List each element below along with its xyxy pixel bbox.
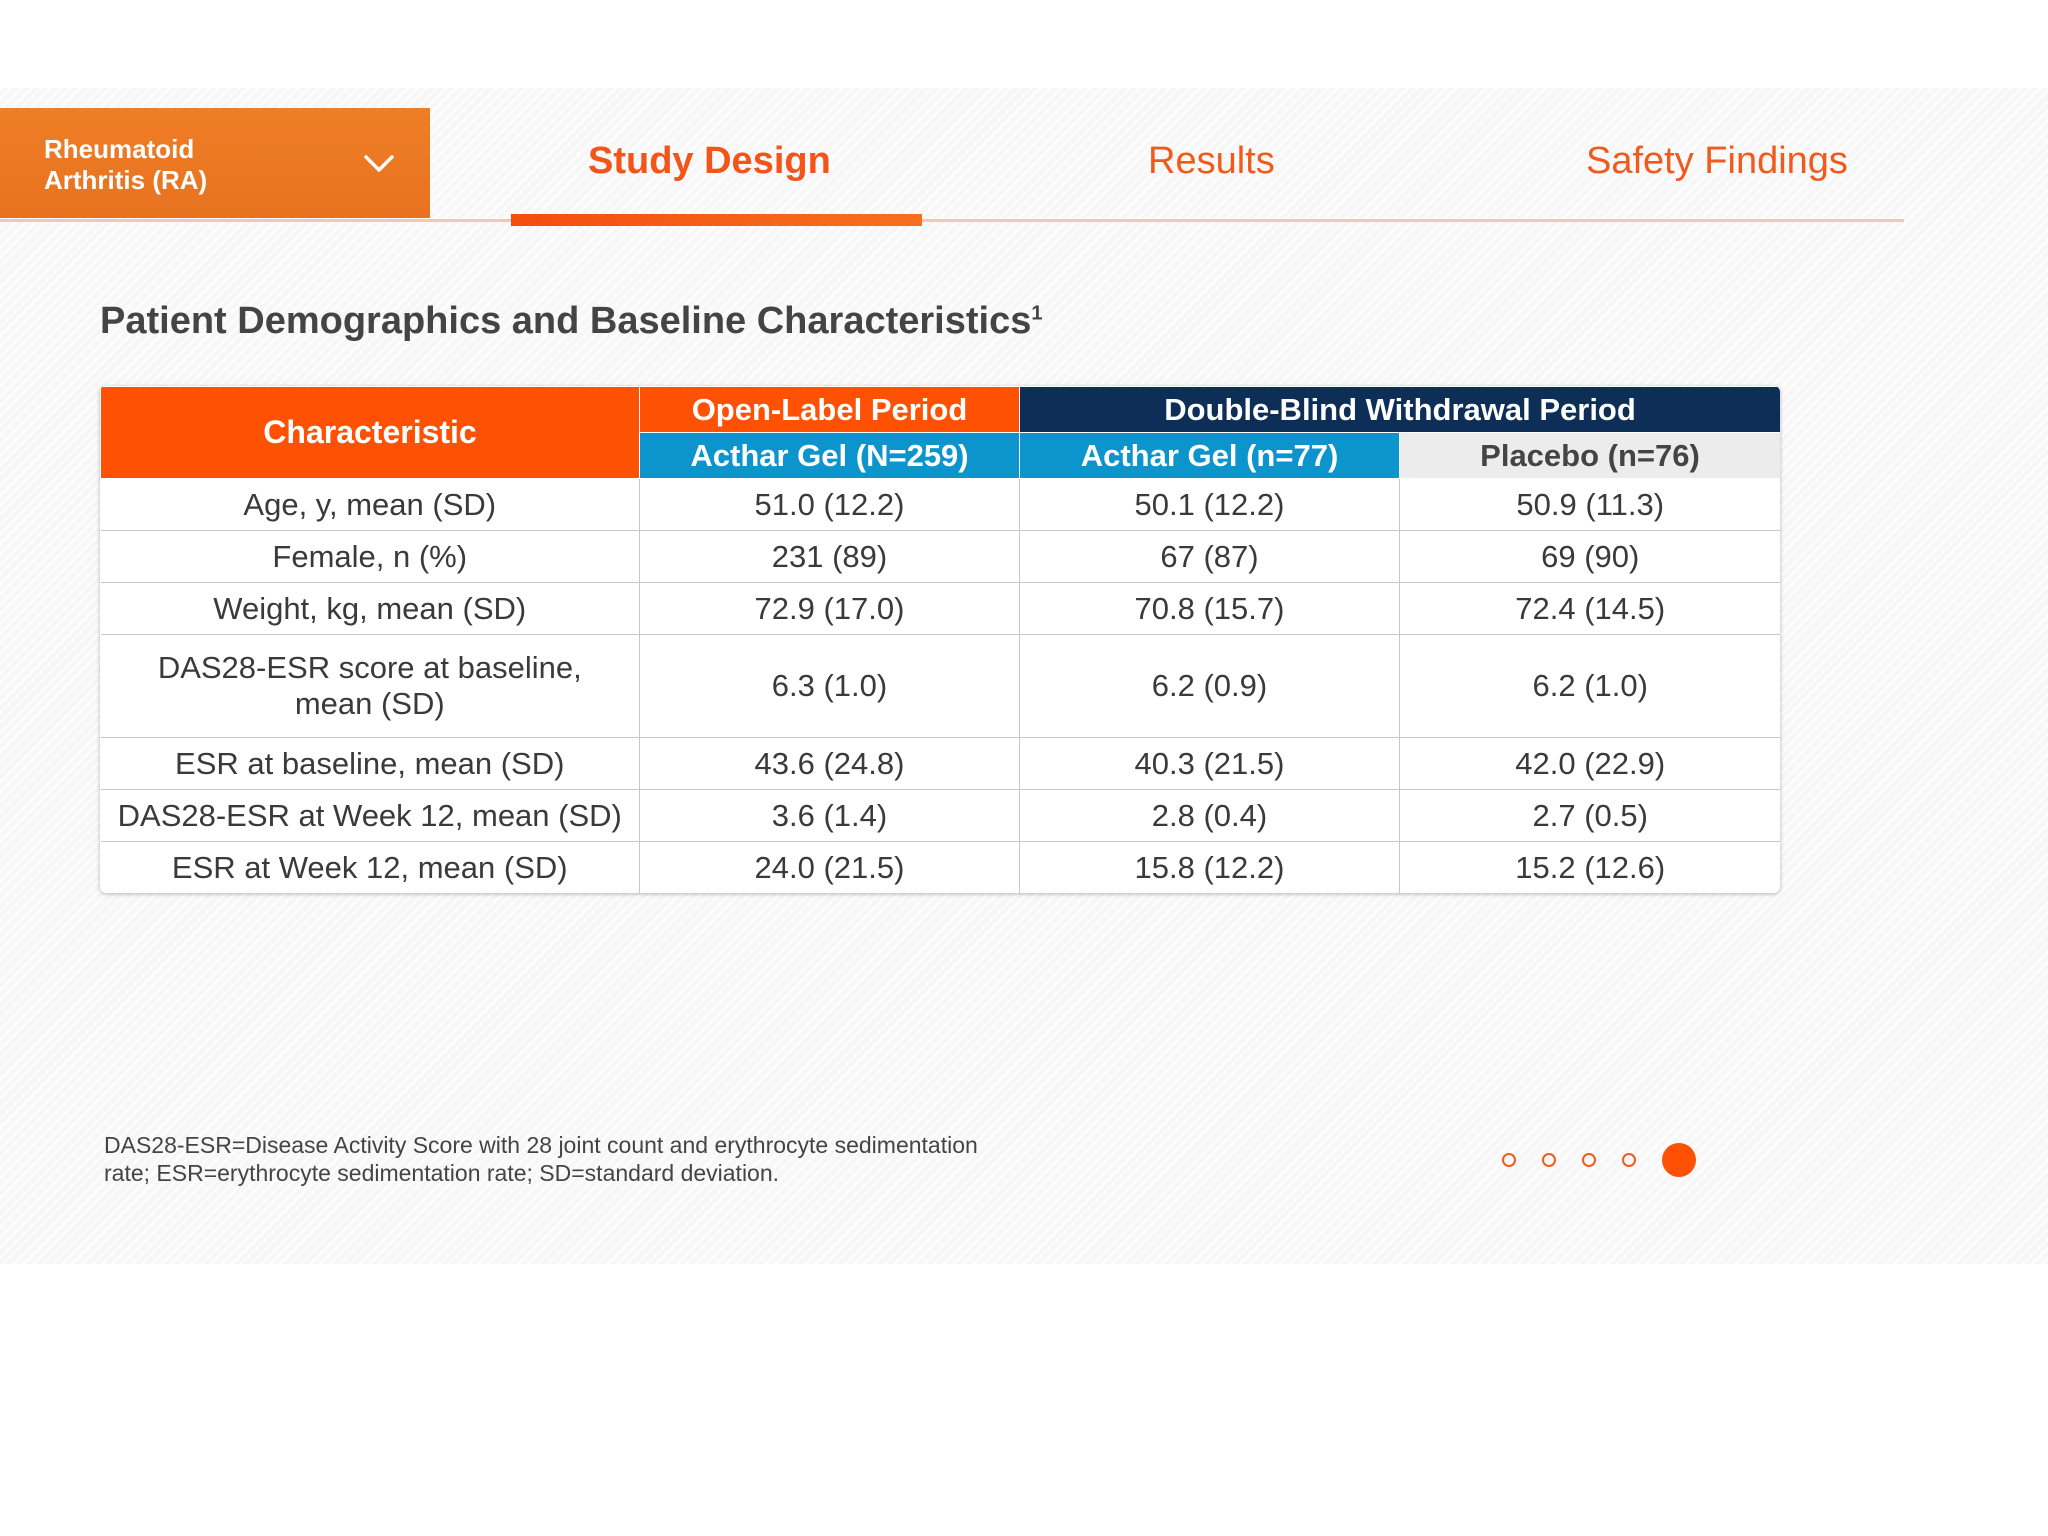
cell-open-label: 6.3 (1.0) <box>639 634 1020 738</box>
table-row: DAS28-ESR score at baseline, mean (SD) 6… <box>100 634 1780 738</box>
cell-db-acthar: 2.8 (0.4) <box>1019 789 1400 842</box>
cell-db-placebo: 50.9 (11.3) <box>1399 478 1780 531</box>
header-open-label-acthar: Acthar Gel (N=259) <box>639 432 1020 479</box>
pagination-dot-2[interactable] <box>1542 1153 1556 1167</box>
cell-open-label: 43.6 (24.8) <box>639 737 1020 790</box>
table-row: ESR at baseline, mean (SD) 43.6 (24.8) 4… <box>100 737 1780 790</box>
table-row: DAS28-ESR at Week 12, mean (SD) 3.6 (1.4… <box>100 789 1780 842</box>
chevron-down-icon <box>364 155 394 172</box>
row-label: Age, y, mean (SD) <box>100 478 640 531</box>
cell-db-acthar: 15.8 (12.2) <box>1019 841 1400 893</box>
cell-db-placebo: 15.2 (12.6) <box>1399 841 1780 893</box>
table-row: Female, n (%) 231 (89) 67 (87) 69 (90) <box>100 530 1780 583</box>
cell-db-placebo: 72.4 (14.5) <box>1399 582 1780 635</box>
header-db-placebo: Placebo (n=76) <box>1399 432 1780 479</box>
cell-db-acthar: 6.2 (0.9) <box>1019 634 1400 738</box>
row-label: DAS28-ESR score at baseline, mean (SD) <box>100 634 640 738</box>
indication-dropdown-label: Rheumatoid Arthritis (RA) <box>44 134 208 195</box>
cell-db-acthar: 67 (87) <box>1019 530 1400 583</box>
cell-db-acthar: 40.3 (21.5) <box>1019 737 1400 790</box>
row-label: Female, n (%) <box>100 530 640 583</box>
tab-safety-findings[interactable]: Safety Findings <box>1586 140 1848 182</box>
row-label: DAS28-ESR at Week 12, mean (SD) <box>100 789 640 842</box>
tab-results[interactable]: Results <box>1148 140 1275 182</box>
page-title-text: Patient Demographics and Baseline Charac… <box>100 300 1032 342</box>
header-db-acthar: Acthar Gel (n=77) <box>1019 432 1400 479</box>
cell-open-label: 231 (89) <box>639 530 1020 583</box>
table-row: Age, y, mean (SD) 51.0 (12.2) 50.1 (12.2… <box>100 478 1780 531</box>
table-row: Weight, kg, mean (SD) 72.9 (17.0) 70.8 (… <box>100 582 1780 635</box>
cell-open-label: 72.9 (17.0) <box>639 582 1020 635</box>
indication-dropdown[interactable]: Rheumatoid Arthritis (RA) <box>0 108 430 218</box>
pagination-dot-1[interactable] <box>1502 1153 1516 1167</box>
header-characteristic: Characteristic <box>100 386 640 479</box>
cell-open-label: 3.6 (1.4) <box>639 789 1020 842</box>
row-label: Weight, kg, mean (SD) <box>100 582 640 635</box>
cell-db-placebo: 42.0 (22.9) <box>1399 737 1780 790</box>
cell-open-label: 24.0 (21.5) <box>639 841 1020 893</box>
tab-divider <box>0 219 1904 222</box>
header-double-blind-period: Double-Blind Withdrawal Period <box>1019 386 1780 433</box>
active-tab-indicator <box>511 214 922 226</box>
row-label: ESR at Week 12, mean (SD) <box>100 841 640 893</box>
cell-open-label: 51.0 (12.2) <box>639 478 1020 531</box>
pagination-dot-5-active[interactable] <box>1662 1143 1696 1177</box>
footnote-reference: 1 <box>1031 302 1043 325</box>
tab-study-design[interactable]: Study Design <box>588 140 831 182</box>
cell-db-placebo: 6.2 (1.0) <box>1399 634 1780 738</box>
demographics-table: Characteristic Open-Label Period Double-… <box>100 386 1780 893</box>
header-open-label-period: Open-Label Period <box>639 386 1020 433</box>
pagination-dot-3[interactable] <box>1582 1153 1596 1167</box>
cell-db-acthar: 70.8 (15.7) <box>1019 582 1400 635</box>
cell-db-placebo: 2.7 (0.5) <box>1399 789 1780 842</box>
cell-db-placebo: 69 (90) <box>1399 530 1780 583</box>
abbreviations-footnote: DAS28-ESR=Disease Activity Score with 28… <box>104 1132 978 1186</box>
row-label: ESR at baseline, mean (SD) <box>100 737 640 790</box>
page-title: Patient Demographics and Baseline Charac… <box>100 300 1042 343</box>
pagination-dot-4[interactable] <box>1622 1153 1636 1167</box>
table-row: ESR at Week 12, mean (SD) 24.0 (21.5) 15… <box>100 841 1780 893</box>
cell-db-acthar: 50.1 (12.2) <box>1019 478 1400 531</box>
